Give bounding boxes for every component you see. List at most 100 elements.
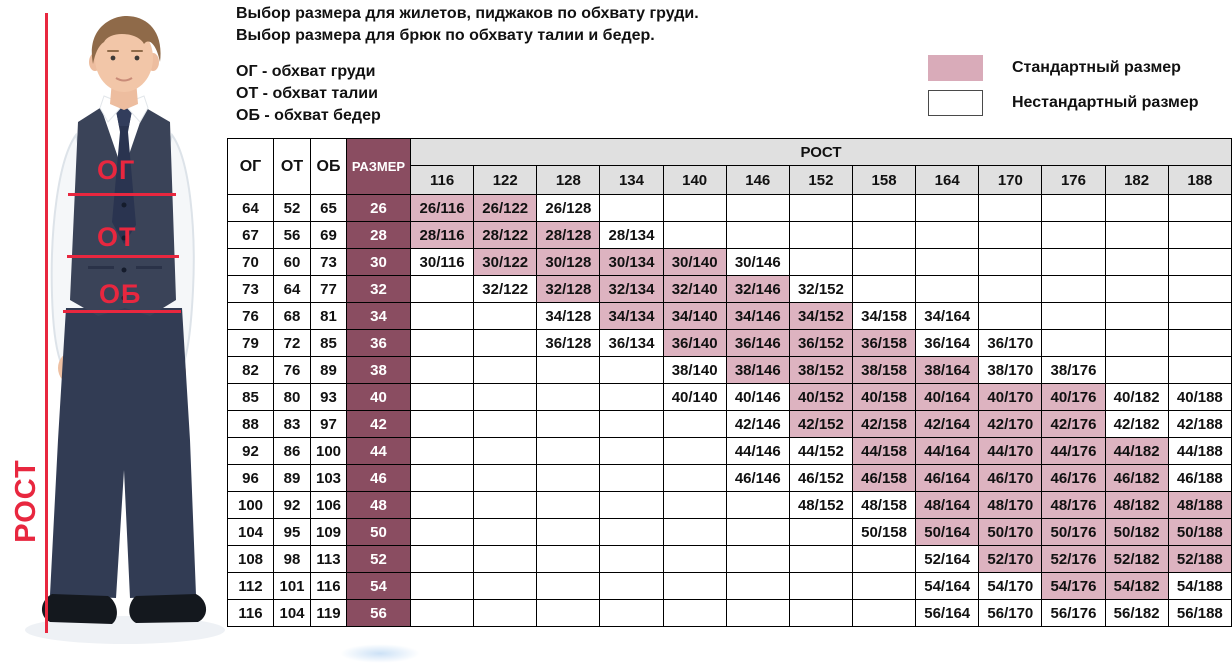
standard-size-cell-30/134: 30/134 [599, 248, 664, 276]
empty-cell [409, 518, 475, 546]
empty-cell [978, 248, 1043, 276]
waist-value: 80 [273, 383, 311, 411]
empty-cell [1167, 275, 1232, 303]
height-header-146: 146 [725, 165, 790, 195]
size-value: 46 [346, 464, 411, 492]
hips-value: 97 [310, 410, 347, 438]
standard-size-cell-42/170: 42/170 [978, 410, 1043, 438]
standard-size-cell-48/176: 48/176 [1041, 491, 1106, 519]
chest-value: 64 [227, 194, 274, 222]
waist-value: 98 [273, 545, 311, 573]
standard-size-cell-34/152: 34/152 [788, 302, 853, 330]
empty-cell [409, 302, 475, 330]
intro-line-2: Выбор размера для брюк по обхвату талии … [236, 27, 655, 44]
waist-value: 92 [273, 491, 311, 519]
nonstandard-size-cell-56/188: 56/188 [1167, 599, 1232, 627]
empty-cell [599, 437, 664, 465]
height-header-128: 128 [536, 165, 601, 195]
chest-value: 67 [227, 221, 274, 249]
nonstandard-size-cell-32/152: 32/152 [788, 275, 853, 303]
empty-cell [473, 383, 538, 411]
standard-size-cell-40/158: 40/158 [851, 383, 917, 411]
nonstandard-size-cell-36/164: 36/164 [915, 329, 980, 357]
table-row-size-26: 64 52 65 26 26/116 26/122 26/128 [227, 194, 1232, 222]
empty-cell [662, 518, 727, 546]
empty-cell [788, 518, 853, 546]
nonstandard-size-cell-42/146: 42/146 [725, 410, 790, 438]
standard-size-cell-38/164: 38/164 [915, 356, 980, 384]
standard-size-cell-46/182: 46/182 [1104, 464, 1169, 492]
empty-cell [536, 356, 601, 384]
height-header-170: 170 [978, 165, 1043, 195]
waist-value: 95 [273, 518, 311, 546]
standard-size-swatch [928, 54, 983, 81]
standard-size-cell-42/164: 42/164 [915, 410, 980, 438]
standard-size-cell-38/158: 38/158 [851, 356, 917, 384]
standard-size-cell-32/140: 32/140 [662, 275, 727, 303]
empty-cell [788, 248, 853, 276]
nonstandard-size-cell-30/116: 30/116 [409, 248, 475, 276]
empty-cell [1104, 221, 1169, 249]
size-value: 36 [346, 329, 411, 357]
standard-size-cell-52/188: 52/188 [1167, 545, 1232, 573]
nonstandard-size-cell-46/188: 46/188 [1167, 464, 1232, 492]
hips-value: 93 [310, 383, 347, 411]
size-value: 30 [346, 248, 411, 276]
table-row-size-30: 70 60 73 30 30/116 30/122 30/128 30/134 30/140 30… [227, 248, 1232, 276]
nonstandard-size-cell-42/182: 42/182 [1104, 410, 1169, 438]
empty-cell [599, 491, 664, 519]
nonstandard-size-cell-36/134: 36/134 [599, 329, 664, 357]
standard-size-cell-26/116: 26/116 [409, 194, 475, 222]
nonstandard-size-cell-26/128: 26/128 [536, 194, 601, 222]
table-row-size-56: 116 104 119 56 56/164 56/170 56/176 56/182 56/18… [227, 599, 1232, 627]
standard-size-label: Стандартный размер [1012, 58, 1181, 76]
empty-cell [662, 221, 727, 249]
size-value: 34 [346, 302, 411, 330]
size-value: 28 [346, 221, 411, 249]
nonstandard-size-cell-56/182: 56/182 [1104, 599, 1169, 627]
standard-size-cell-40/164: 40/164 [915, 383, 980, 411]
size-value: 56 [346, 599, 411, 627]
nonstandard-size-cell-28/134: 28/134 [599, 221, 664, 249]
height-measure-line [45, 13, 48, 633]
standard-size-cell-38/152: 38/152 [788, 356, 853, 384]
waist-measure-line [67, 255, 179, 258]
standard-size-cell-54/176: 54/176 [1041, 572, 1106, 600]
empty-cell [978, 302, 1043, 330]
waist-value: 83 [273, 410, 311, 438]
chest-measure-line [68, 193, 176, 196]
hips-value: 81 [310, 302, 347, 330]
nonstandard-size-cell-38/140: 38/140 [662, 356, 727, 384]
empty-cell [851, 221, 917, 249]
standard-size-cell-42/176: 42/176 [1041, 410, 1106, 438]
empty-cell [473, 302, 538, 330]
nonstandard-size-cell-40/140: 40/140 [662, 383, 727, 411]
nonstandard-size-cell-38/176: 38/176 [1041, 356, 1106, 384]
waist-value: 52 [273, 194, 311, 222]
empty-cell [409, 545, 475, 573]
nonstandard-size-cell-38/170: 38/170 [978, 356, 1043, 384]
empty-cell [473, 464, 538, 492]
size-value: 32 [346, 275, 411, 303]
standard-size-cell-26/122: 26/122 [473, 194, 538, 222]
chest-value: 73 [227, 275, 274, 303]
size-value: 52 [346, 545, 411, 573]
empty-cell [662, 599, 727, 627]
waist-value: 101 [273, 572, 311, 600]
empty-cell [662, 572, 727, 600]
hips-measure-line [63, 310, 181, 313]
waist-value: 104 [273, 599, 311, 627]
nonstandard-size-cell-50/158: 50/158 [851, 518, 917, 546]
nonstandard-size-cell-44/188: 44/188 [1167, 437, 1232, 465]
empty-cell [1167, 356, 1232, 384]
waist-value: 56 [273, 221, 311, 249]
empty-cell [599, 356, 664, 384]
empty-cell [1167, 221, 1232, 249]
chest-value: 76 [227, 302, 274, 330]
waist-value: 76 [273, 356, 311, 384]
chest-value: 82 [227, 356, 274, 384]
standard-size-cell-30/140: 30/140 [662, 248, 727, 276]
standard-size-cell-36/152: 36/152 [788, 329, 853, 357]
empty-cell [662, 194, 727, 222]
column-header-hips: ОБ [310, 138, 347, 195]
